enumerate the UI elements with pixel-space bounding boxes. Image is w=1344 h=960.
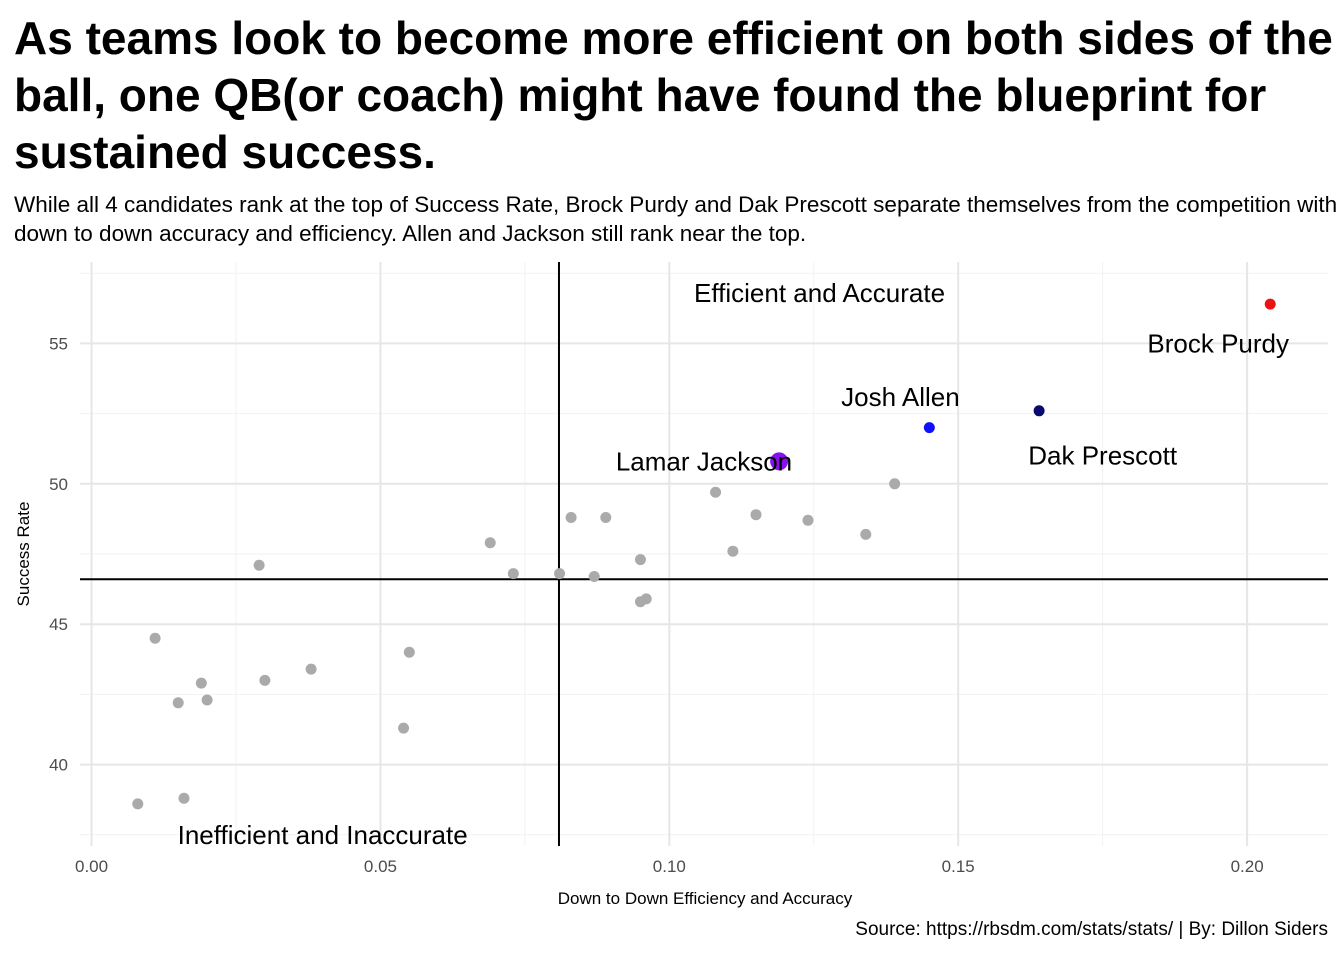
- x-tick-label: 0.15: [942, 857, 975, 876]
- region-label: Inefficient and Inaccurate: [178, 820, 468, 850]
- qb-point: [172, 697, 184, 709]
- qb-point: [253, 559, 265, 571]
- qb-point: [634, 554, 646, 566]
- qb-point: [178, 792, 190, 804]
- lamar-jackson-point: [770, 452, 789, 471]
- qb-point: [149, 632, 161, 644]
- chart-subtitle: While all 4 candidates rank at the top o…: [14, 192, 1338, 246]
- x-axis-title: Down to Down Efficiency and Accuracy: [558, 889, 853, 908]
- qb-point: [305, 663, 317, 675]
- lamar-jackson-label: Lamar Jackson: [616, 446, 792, 476]
- x-tick-label: 0.20: [1231, 857, 1264, 876]
- brock-purdy-label: Brock Purdy: [1147, 328, 1289, 358]
- x-tick-label: 0.10: [653, 857, 686, 876]
- x-tick-label: 0.00: [75, 857, 108, 876]
- qb-point: [132, 798, 144, 810]
- y-axis-title: Success Rate: [14, 502, 33, 607]
- qb-point: [195, 677, 207, 689]
- qb-point: [860, 528, 872, 540]
- qb-point: [484, 537, 496, 549]
- qb-point: [802, 514, 814, 526]
- josh-allen-label: Josh Allen: [841, 382, 960, 412]
- qb-point: [640, 593, 652, 605]
- y-tick-label: 50: [49, 475, 68, 494]
- qb-point: [600, 512, 612, 523]
- josh-allen-point: [923, 422, 935, 434]
- qb-point: [507, 568, 519, 580]
- data-points: [132, 298, 1276, 810]
- qb-point: [398, 722, 410, 734]
- qb-point: [565, 512, 577, 523]
- chart-title: As teams look to become more efficient o…: [14, 12, 1333, 178]
- axis-ticks: 0.00 0.05 0.10 0.15 0.20 40 45 50 55: [49, 334, 1264, 876]
- qb-point: [889, 478, 901, 490]
- x-tick-label: 0.05: [364, 857, 397, 876]
- region-label: Efficient and Accurate: [694, 278, 945, 308]
- qb-point: [588, 570, 600, 582]
- dak-prescott-point: [1033, 405, 1045, 417]
- qb-point: [259, 674, 271, 686]
- grid-lines: [80, 262, 1328, 846]
- qb-point: [554, 568, 566, 580]
- y-tick-label: 45: [49, 615, 68, 634]
- reference-lines: [80, 262, 1328, 846]
- brock-purdy-point: [1264, 298, 1276, 310]
- chart-caption: Source: https://rbsdm.com/stats/stats/ |…: [855, 919, 1328, 940]
- qb-point: [403, 646, 415, 658]
- y-tick-label: 55: [49, 334, 68, 353]
- qb-point: [710, 486, 722, 498]
- point-labels: Brock Purdy Dak Prescott Josh Allen Lamar J…: [178, 278, 1289, 850]
- y-tick-label: 40: [49, 756, 68, 775]
- qb-point: [201, 694, 213, 706]
- qb-point: [750, 509, 762, 521]
- qb-point: [727, 545, 739, 557]
- dak-prescott-label: Dak Prescott: [1028, 441, 1178, 471]
